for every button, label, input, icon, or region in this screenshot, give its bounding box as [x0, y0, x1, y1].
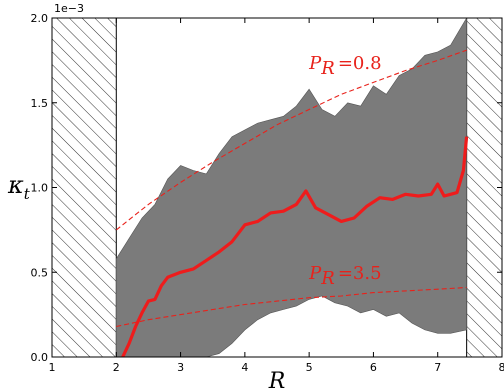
y-tick-label: 2.0 — [31, 12, 49, 25]
x-ticks: 1 2 3 4 5 6 7 8 — [49, 18, 504, 374]
x-tick-label: 8 — [499, 361, 504, 374]
y-tick-label: 1.0 — [31, 182, 49, 195]
y-axis-label: κt — [7, 171, 31, 203]
y-axis-subscript: t — [24, 185, 31, 203]
spread-band — [116, 18, 467, 357]
x-tick-label: 2 — [113, 361, 120, 374]
reference-label-2: PR =3.5 — [308, 263, 381, 289]
reference-curves — [115, 49, 467, 328]
x-tick-label: 5 — [306, 361, 313, 374]
reference-labels: PR =0.8 PR =3.5 — [308, 53, 381, 289]
reference-label-1: PR =0.8 — [308, 53, 381, 79]
y-axis-symbol: κ — [7, 171, 24, 199]
x-tick-label: 3 — [177, 361, 184, 374]
x-tick-label: 7 — [434, 361, 441, 374]
hatched-region-2 — [466, 17, 503, 358]
x-axis-label: R — [268, 369, 286, 392]
y-ticks: 0.0 0.5 1.0 1.5 2.0 — [31, 12, 502, 364]
mean-series — [121, 136, 469, 357]
y-tick-label: 0.0 — [31, 351, 49, 364]
y-tick-label: 1.5 — [31, 97, 49, 110]
x-tick-label: 4 — [241, 361, 248, 374]
x-tick-label: 1 — [49, 361, 56, 374]
reference-curve-1 — [115, 49, 467, 231]
x-tick-label: 6 — [370, 361, 377, 374]
excluded-regions — [51, 17, 503, 358]
y-multiplier-label: 1e−3 — [54, 2, 84, 15]
mean-line-1 — [121, 136, 469, 357]
reference-curve-2 — [116, 286, 467, 328]
hatched-region-1 — [51, 17, 117, 358]
spread-band-area — [116, 18, 467, 357]
y-tick-label: 0.5 — [31, 266, 49, 279]
